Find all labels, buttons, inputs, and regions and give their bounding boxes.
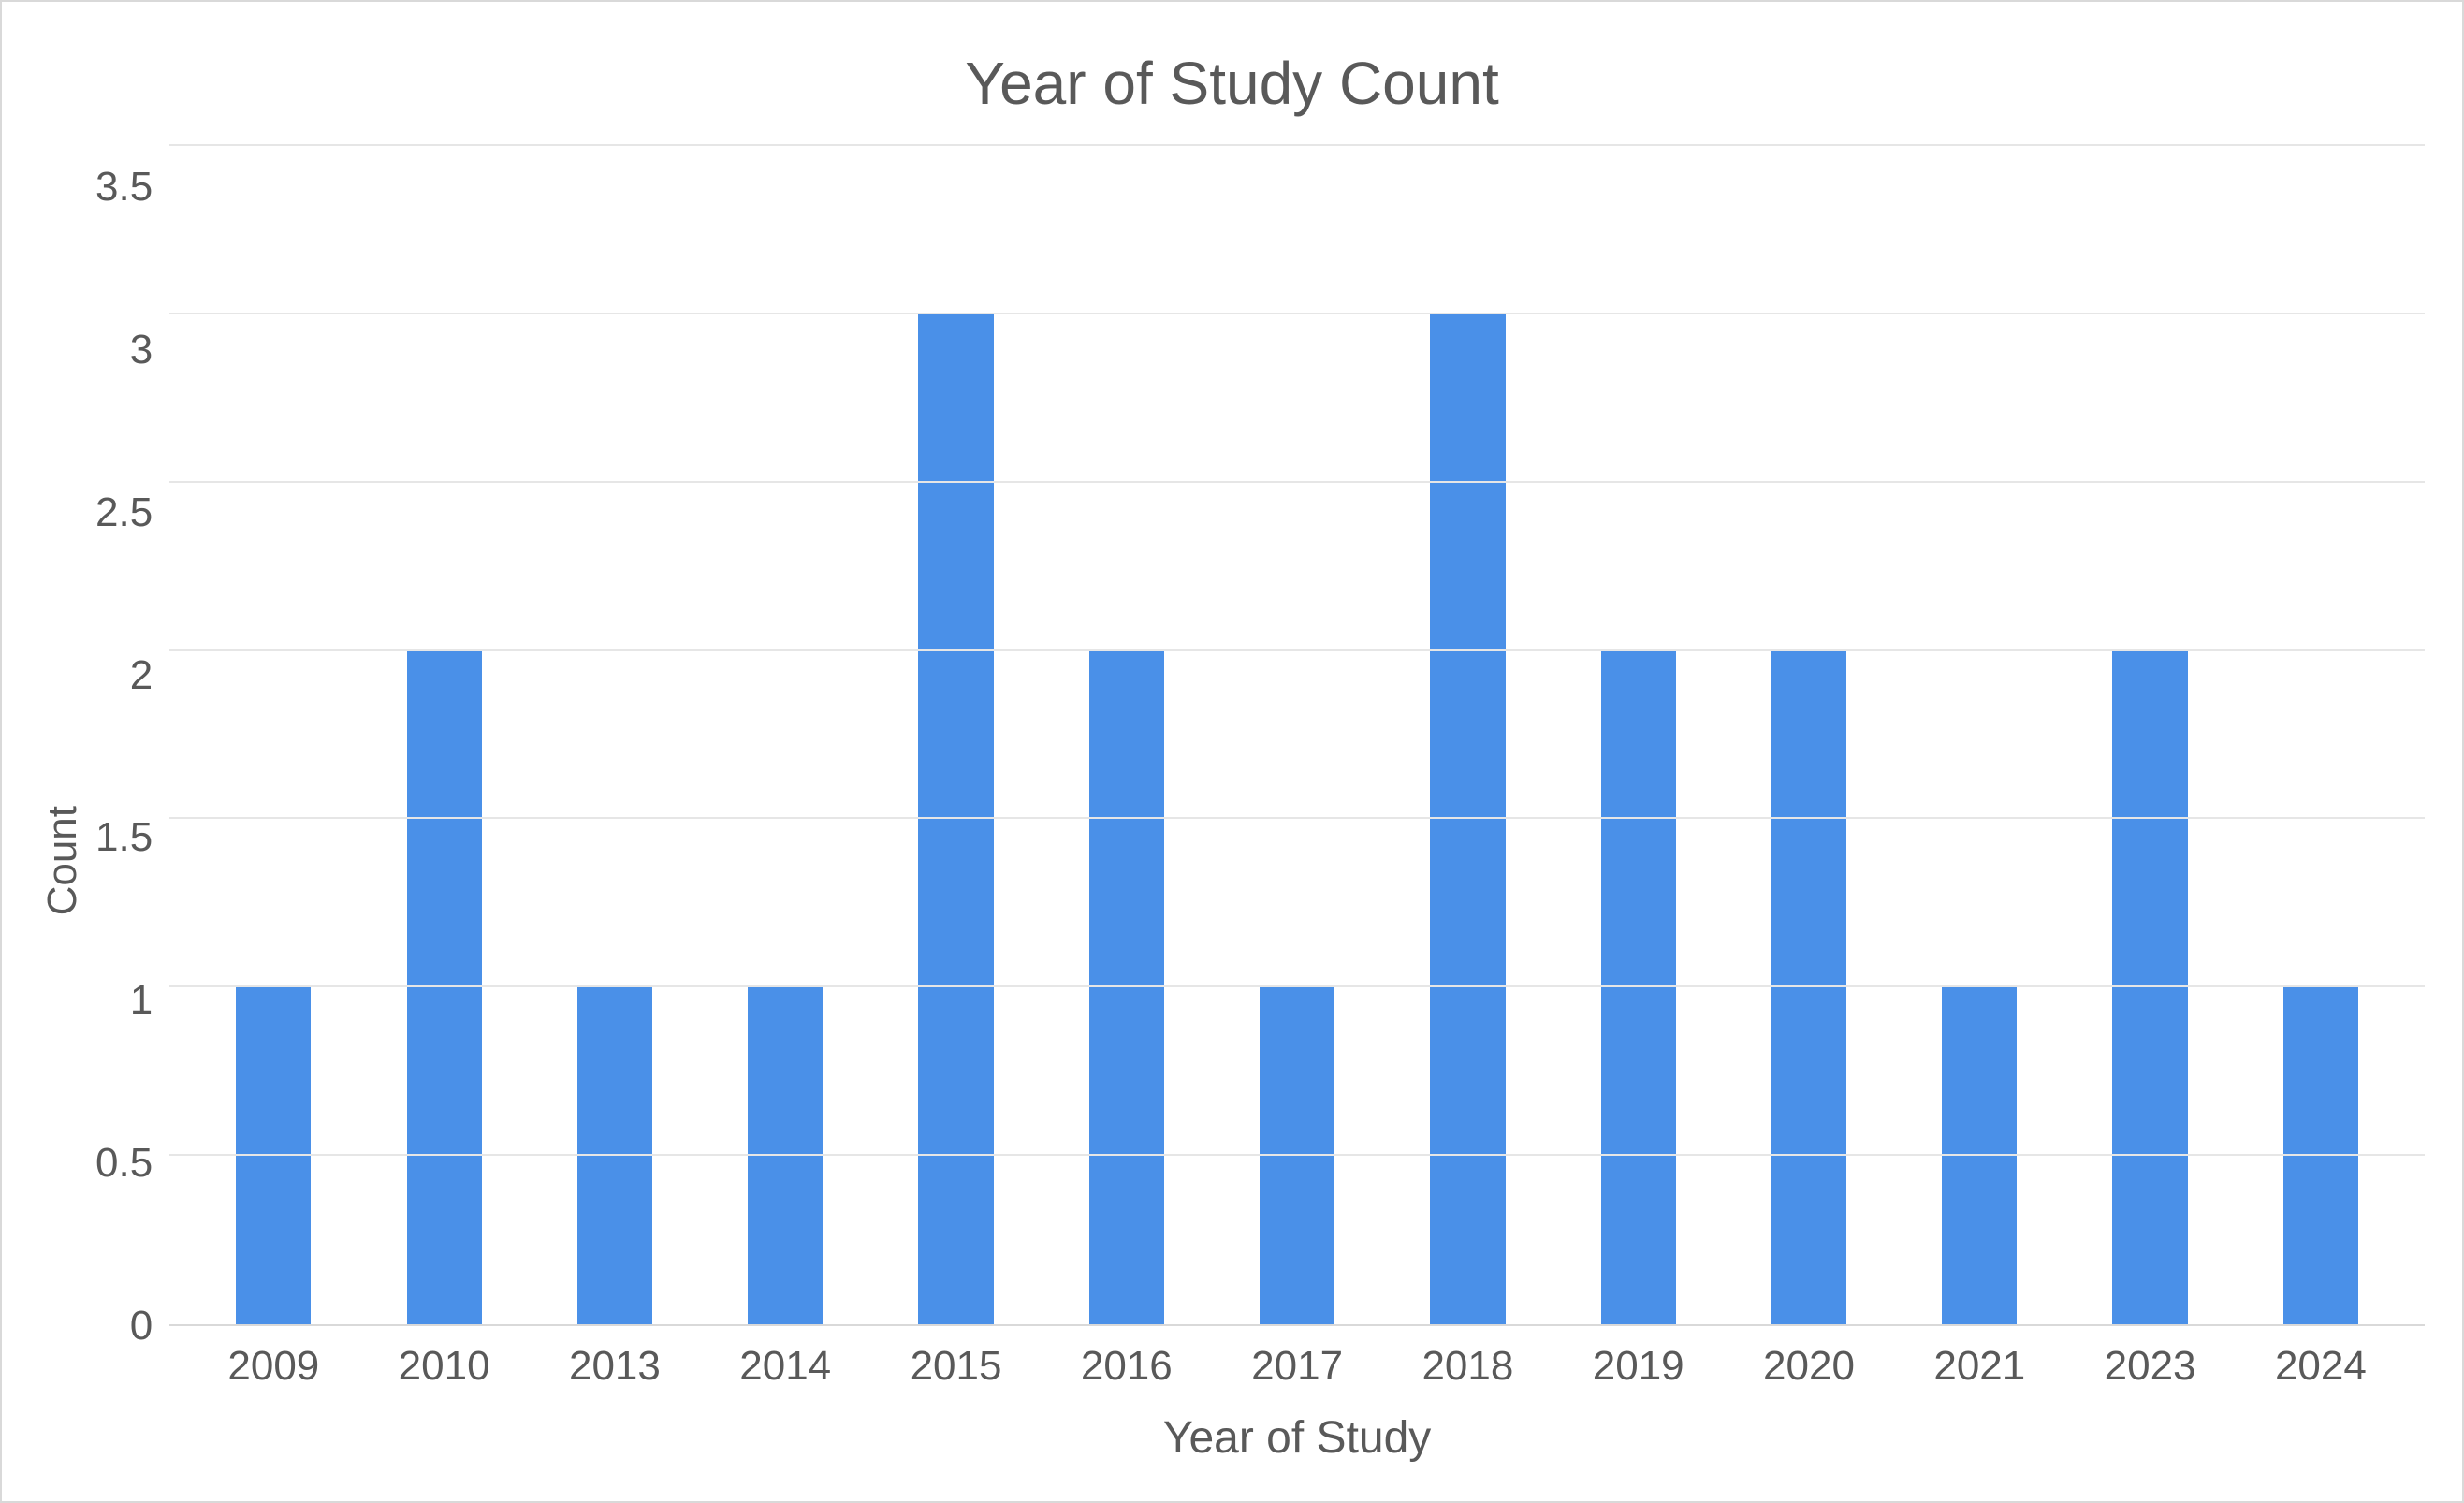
y-tick-label: 3.5 <box>95 167 153 208</box>
bar-slot <box>2064 146 2235 1324</box>
x-tick-label: 2014 <box>700 1343 870 1390</box>
y-tick-label: 2 <box>130 655 153 696</box>
x-tick-label: 2018 <box>1382 1343 1553 1390</box>
chart-body: Count 3.5 3 2.5 2 1.5 1 0.5 0 3.5 2009201020132… <box>39 146 2425 1464</box>
x-axis-section: 3.5 200920102013201420152016201720182019… <box>95 1326 2425 1464</box>
x-tick-label: 2010 <box>358 1343 529 1390</box>
x-tick-label: 2021 <box>1894 1343 2064 1390</box>
y-tick-labels: 3.532.521.510.50 <box>95 146 169 1326</box>
plot-with-xaxis: 3.5 3 2.5 2 1.5 1 0.5 0 3.5 2009201020132014201… <box>95 146 2425 1464</box>
bar-slot <box>870 146 1041 1324</box>
bar-slot <box>700 146 870 1324</box>
y-axis-title: Count <box>39 693 86 915</box>
x-tick-label: 2009 <box>188 1343 358 1390</box>
x-tick-label: 2017 <box>1212 1343 1382 1390</box>
x-axis-title: Year of Study <box>169 1412 2425 1464</box>
x-tick-label: 2013 <box>530 1343 700 1390</box>
bar-slot <box>188 146 358 1324</box>
bar-slot <box>1042 146 1212 1324</box>
y-tick-label: 0 <box>130 1306 153 1347</box>
plot-area <box>169 146 2425 1326</box>
bar-slot <box>1553 146 1724 1324</box>
bar-slot <box>1894 146 2064 1324</box>
bar-slot <box>2236 146 2406 1324</box>
gridline <box>169 481 2425 483</box>
bar-slot <box>1382 146 1553 1324</box>
x-tick-label: 2024 <box>2236 1343 2406 1390</box>
x-tick-labels: 2009201020132014201520162017201820192020… <box>169 1343 2425 1390</box>
gridline <box>169 313 2425 314</box>
x-tick-label: 2019 <box>1553 1343 1724 1390</box>
bar-slot <box>1724 146 1894 1324</box>
y-tick-label: 3 <box>130 329 153 371</box>
y-tick-label: 2.5 <box>95 492 153 533</box>
gridline <box>169 985 2425 987</box>
x-tick-label: 2020 <box>1724 1343 1894 1390</box>
y-tick-label: 1 <box>130 980 153 1021</box>
bars-container <box>169 146 2425 1324</box>
gridline <box>169 649 2425 651</box>
x-tick-label: 2016 <box>1042 1343 1212 1390</box>
plot-row: 3.532.521.510.50 <box>95 146 2425 1326</box>
gridline <box>169 144 2425 146</box>
bar-slot <box>1212 146 1382 1324</box>
x-tick-label: 2015 <box>870 1343 1041 1390</box>
chart-container: Year of Study Count Count 3.5 3 2.5 2 1.5 1 0.… <box>0 0 2464 1503</box>
chart-title: Year of Study Count <box>39 49 2425 118</box>
bar-slot <box>530 146 700 1324</box>
bar-slot <box>358 146 529 1324</box>
y-tick-label: 0.5 <box>95 1143 153 1184</box>
gridline <box>169 1154 2425 1156</box>
gridline <box>169 817 2425 819</box>
x-tick-label: 2023 <box>2064 1343 2235 1390</box>
y-tick-label: 1.5 <box>95 817 153 858</box>
